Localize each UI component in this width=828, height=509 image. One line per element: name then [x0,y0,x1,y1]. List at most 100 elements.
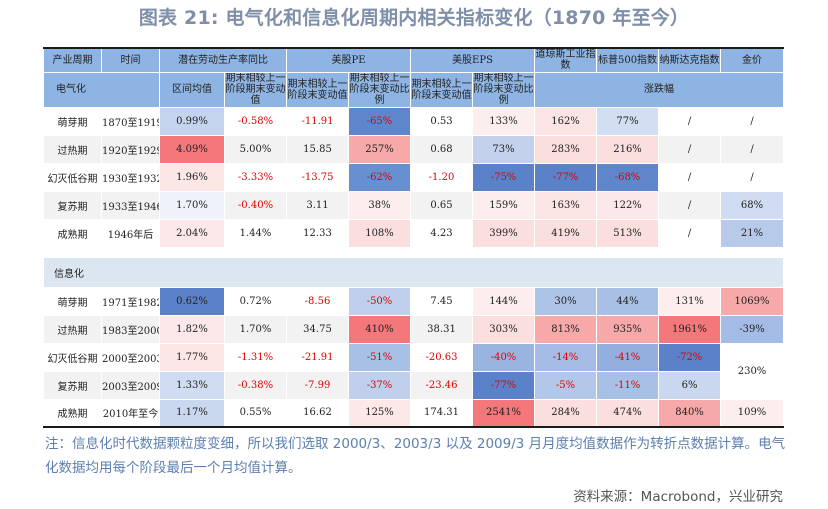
pe-pct-cell: -51% [348,342,411,372]
avg-cell: 4.09% [159,134,225,164]
pe-pct-cell: 410% [348,314,411,344]
eps-pct-cell: 133% [471,106,536,136]
eps-chg-cell: 0.65 [410,190,473,220]
spacer [42,246,785,258]
sp-cell: 216% [596,134,660,164]
pe-pct-cell: 108% [348,218,411,248]
lp-chg-cell: 1.70% [224,314,287,344]
period-cell: 1983至2000 [101,314,160,344]
avg-cell: 1.33% [159,370,225,400]
pe-chg-cell: 16.62 [286,398,349,428]
dj-cell: 419% [534,218,598,248]
phase-cell: 复苏期 [43,190,102,220]
column-header: 美股EPS [409,47,536,73]
column-header: 美股PE [286,47,411,73]
source-line: 资料来源：Macrobond，兴业研究 [573,489,783,505]
gold-cell: / [720,106,785,136]
column-header: 道琼斯工业指数 [534,47,598,73]
phase-cell: 幻灭低谷期 [43,162,102,192]
sp-cell: 44% [596,286,660,316]
sp-cell: 77% [596,106,660,136]
nasdaq-cell: 1961% [658,314,722,344]
period-cell: 1920至1929 [101,134,160,164]
dj-cell: 283% [534,134,598,164]
lp-chg-cell: -3.33% [224,162,287,192]
eps-chg-cell: 4.23 [410,218,473,248]
pe-pct-cell: -65% [348,106,411,136]
table-row: 幻灭低谷期 2000至2003 1.77% -1.31% -21.91 -51% -20.6… [43,342,785,400]
gold-cell: 21% [720,218,785,248]
table-row: 过热期 1983至2000 1.82% 1.70% 34.75 410% 38.31 303%… [43,314,785,344]
nasdaq-cell: / [658,106,722,136]
pe-chg-cell: -11.91 [286,106,349,136]
gold-cell: 1069% [720,286,785,316]
period-cell: 1971至1982 [101,286,160,316]
lp-chg-cell: 0.55% [224,398,287,428]
eps-chg-cell: -20.63 [410,342,473,372]
table-row: 复苏期 2003至2009 1.33% -0.38% -7.99 -37% -23.46 -7… [43,370,784,400]
table-row: 成熟期 2010年至今 1.17% 0.55% 16.62 125% 174.31 2541%… [43,398,785,428]
eps-pct-cell: 73% [471,134,536,164]
sp-cell: 935% [596,314,660,344]
phase-cell: 萌芽期 [43,106,102,136]
period-cell: 1930至1932 [101,162,160,192]
gold-cell: 230% [720,342,785,400]
sub-header: 涨跌幅 [534,71,785,108]
lp-chg-cell: -0.40% [224,190,287,220]
pe-chg-cell: 3.11 [286,190,349,220]
nasdaq-cell: / [658,134,722,164]
sp-cell: -11% [596,370,660,400]
phase-cell: 萌芽期 [43,286,102,316]
avg-cell: 0.62% [159,286,225,316]
pe-chg-cell: -21.91 [286,342,349,372]
pe-pct-cell: -50% [348,286,411,316]
chart-title: 图表 21: 电气化和信息化周期内相关指标变化（1870 年至今） [138,7,690,29]
table-row: 复苏期 1933至1946 1.70% -0.40% 3.11 38% 0.65 159% 16… [43,190,785,220]
dj-cell: 162% [534,106,598,136]
period-cell: 1946年后 [101,218,160,248]
nasdaq-cell: 840% [658,398,722,428]
eps-pct-cell: 159% [471,190,536,220]
pe-chg-cell: -13.75 [286,162,349,192]
eps-chg-cell: 0.53 [410,106,473,136]
phase-cell: 成熟期 [43,218,102,248]
gold-cell: / [720,162,785,192]
pe-chg-cell: 12.33 [286,218,349,248]
section-title: 电气化 [43,71,160,108]
sub-header: 期末相较上一阶段末变动值 [286,71,349,108]
pe-pct-cell: 38% [348,190,411,220]
eps-pct-cell: 303% [471,314,536,344]
pe-chg-cell: 15.85 [286,134,349,164]
sp-cell: 122% [596,190,660,220]
sp-cell: -68% [596,162,660,192]
section-header-electrification: 电气化 区间均值 期末相较上一阶段期末变动值 期末相较上一阶段末变动值 期末相较上一阶段… [43,71,785,108]
phase-cell: 复苏期 [43,370,102,400]
avg-cell: 1.77% [159,342,225,372]
gold-cell: -39% [720,314,785,344]
nasdaq-cell: -72% [658,342,722,372]
period-cell: 2003至2009 [101,370,160,400]
eps-chg-cell: 38.31 [410,314,473,344]
sp-cell: 513% [596,218,660,248]
avg-cell: 2.04% [159,218,225,248]
pe-pct-cell: 257% [348,134,411,164]
period-cell: 1870至1919 [101,106,160,136]
avg-cell: 1.82% [159,314,225,344]
section-title: 信息化 [42,256,785,288]
nasdaq-cell: / [658,218,722,248]
eps-chg-cell: 7.45 [410,286,473,316]
gold-cell: 68% [720,190,785,220]
sp-cell: 474% [596,398,660,428]
eps-chg-cell: 174.31 [410,398,473,428]
eps-pct-cell: -77% [471,370,536,400]
column-header: 纳斯达克指数 [658,47,722,73]
phase-cell: 成熟期 [43,398,102,428]
gold-cell: 109% [720,398,785,428]
lp-chg-cell: 1.44% [224,218,287,248]
dj-cell: -5% [534,370,598,400]
sub-header: 区间均值 [159,71,225,108]
table-row: 幻灭低谷期 1930至1932 1.96% -3.33% -13.75 -62% -1.20… [43,162,785,192]
eps-chg-cell: 0.68 [410,134,473,164]
pe-chg-cell: -8.56 [286,286,349,316]
sub-header: 期末相较上一阶段期末变动值 [224,71,287,108]
